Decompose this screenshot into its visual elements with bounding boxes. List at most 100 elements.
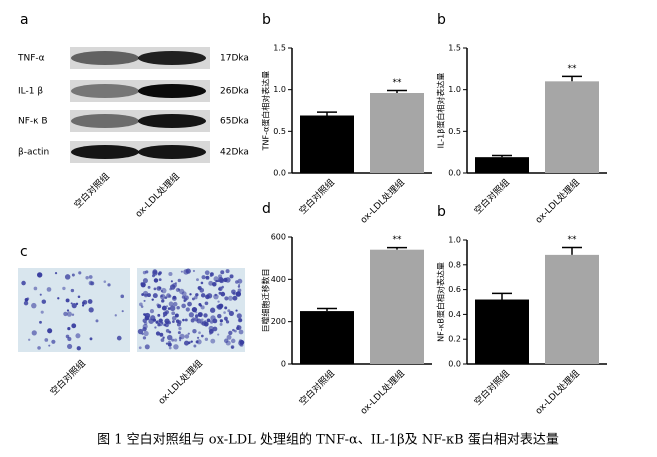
cell: [36, 272, 43, 278]
cell: [209, 332, 212, 335]
cell: [41, 299, 47, 304]
cell: [210, 315, 216, 321]
cell: [151, 298, 154, 301]
cell: [156, 286, 162, 291]
protein-label: NF-κ B: [18, 117, 48, 127]
cell: [181, 295, 185, 299]
cell: [160, 338, 165, 342]
cell: [206, 318, 211, 323]
blot-band: [138, 114, 206, 128]
cell: [144, 293, 148, 298]
x-tick-label: 空白对照组: [297, 176, 337, 216]
cell: [28, 338, 31, 341]
cell: [173, 338, 178, 342]
cell: [67, 327, 71, 331]
panel-label: a: [20, 12, 29, 28]
blot-band: [71, 114, 139, 128]
cell: [143, 330, 149, 337]
cell: [197, 285, 202, 291]
significance: **: [568, 235, 578, 245]
blot-band: [138, 145, 206, 159]
y-axis-label: NF-κB蛋白相对表达量: [436, 262, 446, 342]
y-axis-label: IL-1β蛋白相对表达量: [436, 73, 446, 149]
y-tick-label: 0.4: [448, 310, 461, 319]
cell: [173, 344, 179, 350]
cell: [177, 278, 182, 283]
cell: [218, 291, 222, 295]
cell: [167, 307, 171, 311]
cell: [225, 319, 228, 322]
cell: [223, 311, 226, 314]
cell: [232, 295, 238, 301]
cell: [215, 279, 218, 283]
cell: [103, 280, 107, 283]
bar: [300, 115, 354, 173]
protein-label: IL-1 β: [18, 87, 43, 97]
cell: [140, 305, 144, 308]
cell: [21, 280, 26, 286]
x-tick-label: ox-LDL处理组: [358, 176, 407, 225]
cell: [217, 313, 222, 319]
cell: [203, 313, 208, 318]
y-tick-label: 0.2: [448, 335, 461, 344]
bar: [475, 157, 529, 173]
y-tick-label: 200: [271, 317, 286, 326]
cell: [174, 313, 179, 318]
cell: [192, 269, 196, 273]
cell: [177, 320, 182, 325]
cell: [220, 270, 225, 275]
cell: [120, 294, 125, 299]
cell: [121, 310, 124, 313]
cell: [219, 322, 223, 326]
cell: [161, 305, 167, 311]
cell: [238, 329, 244, 335]
cell: [142, 278, 148, 284]
cell: [175, 287, 180, 293]
cell: [176, 305, 180, 310]
blot-band: [71, 84, 139, 98]
cell: [225, 277, 231, 283]
cell: [219, 278, 225, 284]
cell: [47, 328, 53, 334]
cell: [228, 310, 234, 316]
cell: [237, 278, 243, 284]
group-label: 空白对照组: [72, 170, 112, 210]
cell: [138, 346, 142, 350]
cell: [57, 297, 60, 300]
cell: [88, 307, 94, 313]
cell: [230, 338, 236, 344]
cell: [142, 313, 146, 316]
cell: [78, 271, 82, 275]
cell: [39, 293, 42, 296]
cell: [169, 305, 176, 312]
cell: [181, 303, 186, 309]
cell: [208, 325, 214, 331]
blot-band: [71, 145, 139, 159]
cell: [197, 312, 203, 318]
cell: [196, 336, 200, 339]
y-tick-label: 0.0: [273, 169, 286, 178]
cell: [51, 339, 56, 344]
x-tick-label: 空白对照组: [472, 367, 512, 407]
y-tick-label: 1.5: [448, 44, 461, 53]
cell: [37, 272, 41, 276]
cell: [208, 280, 214, 286]
cell: [237, 288, 242, 293]
cell: [170, 280, 173, 283]
cell: [160, 289, 163, 293]
cell: [239, 340, 245, 345]
cell: [87, 299, 93, 304]
y-tick-label: 400: [271, 275, 286, 284]
bar: [370, 93, 424, 173]
cell: [224, 296, 229, 301]
cell: [166, 293, 171, 298]
cell: [232, 291, 236, 296]
bar: [370, 249, 424, 364]
cell: [218, 304, 223, 309]
y-tick-label: 1.0: [448, 85, 461, 94]
cell: [64, 274, 71, 280]
cell: [172, 301, 178, 307]
cell: [147, 285, 151, 289]
significance: **: [568, 64, 578, 74]
